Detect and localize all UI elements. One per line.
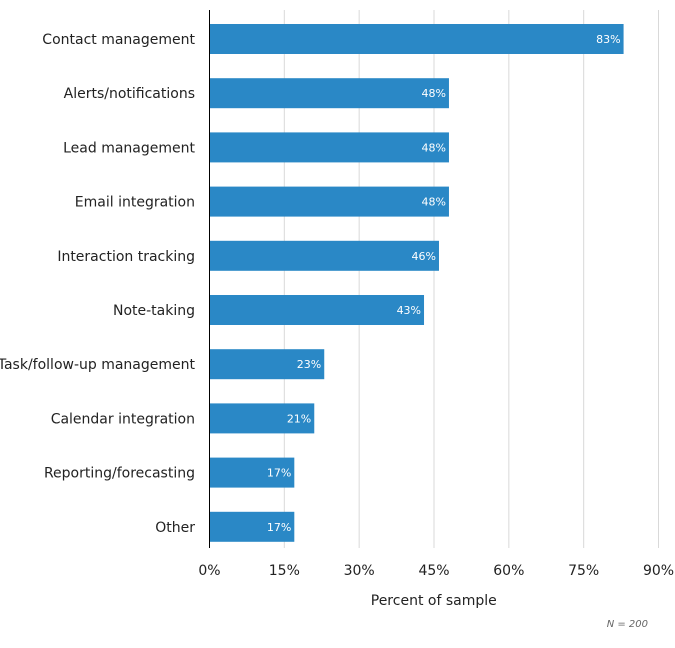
x-tick-label: 60% <box>493 563 524 579</box>
category-label: Reporting/forecasting <box>44 466 195 482</box>
category-labels: Contact management Alerts/notifications Le… <box>0 32 196 536</box>
bar <box>209 457 295 488</box>
bar <box>209 349 325 380</box>
data-label: 17% <box>267 521 291 534</box>
bar <box>209 240 439 271</box>
bar <box>209 511 295 542</box>
bar <box>209 78 449 109</box>
category-label: Alerts/notifications <box>64 86 195 102</box>
data-label: 48% <box>422 87 446 100</box>
data-label: 21% <box>287 412 311 425</box>
category-label: Note-taking <box>113 303 195 319</box>
sample-size-note: N = 200 <box>607 619 648 630</box>
data-label: 48% <box>422 196 446 209</box>
x-tick-label: 45% <box>418 563 449 579</box>
x-tick-label: 90% <box>643 563 674 579</box>
category-label: Email integration <box>75 195 195 211</box>
x-tick-label: 75% <box>568 563 599 579</box>
data-label: 17% <box>267 467 291 480</box>
bar <box>209 295 425 325</box>
category-label: Task/follow-up management <box>0 357 196 373</box>
data-label: 43% <box>397 304 421 317</box>
category-label: Contact management <box>42 32 195 48</box>
bars: 83% 48% 48% 48% 46% 43% 23% 21% 17% 17% <box>209 24 624 542</box>
bar <box>209 24 624 54</box>
x-axis-label: Percent of sample <box>371 593 497 609</box>
data-label: 48% <box>422 141 446 154</box>
category-label: Other <box>155 520 195 536</box>
category-label: Calendar integration <box>51 411 195 427</box>
data-label: 23% <box>297 358 321 371</box>
data-label: 83% <box>596 33 620 46</box>
bar <box>209 132 449 163</box>
x-tick-label: 0% <box>198 563 220 579</box>
bar <box>209 403 315 434</box>
bar <box>209 186 449 217</box>
x-tick-label: 15% <box>269 563 300 579</box>
category-label: Interaction tracking <box>57 249 195 265</box>
x-tick-label: 30% <box>344 563 375 579</box>
data-label: 46% <box>412 250 436 263</box>
category-label: Lead management <box>63 140 195 156</box>
x-tick-labels: 0% 15% 30% 45% 60% 75% 90% <box>198 563 674 579</box>
